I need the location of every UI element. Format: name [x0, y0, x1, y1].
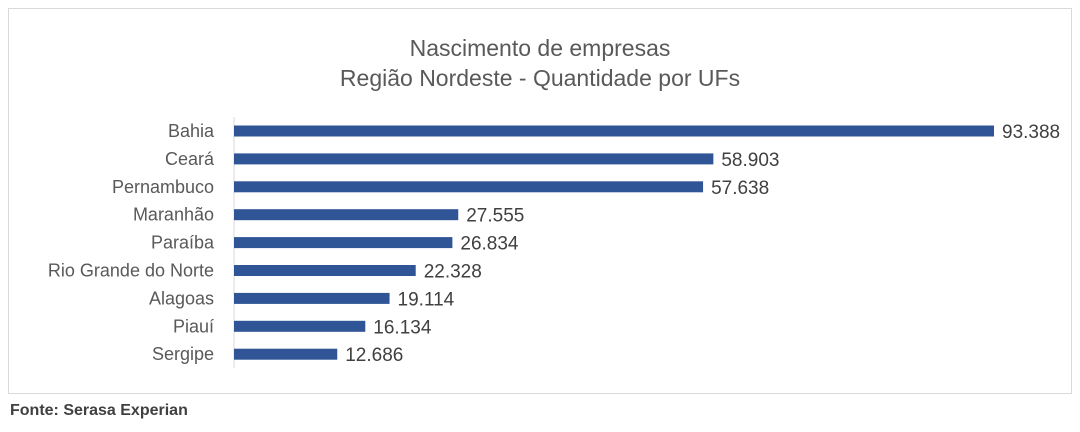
- bar: [234, 292, 390, 304]
- bar: [234, 320, 366, 332]
- bar: [234, 153, 714, 165]
- category-label: Bahia: [168, 121, 215, 141]
- category-label: Sergipe: [152, 344, 214, 364]
- data-label: 16.134: [373, 317, 432, 338]
- data-label: 22.328: [424, 262, 482, 283]
- category-label: Maranhão: [133, 205, 214, 225]
- chart-subtitle: Região Nordeste - Quantidade por UFs: [339, 65, 741, 91]
- category-label: Rio Grande do Norte: [48, 261, 214, 281]
- data-label: 12.686: [345, 345, 403, 366]
- data-label: 19.114: [398, 289, 455, 310]
- data-label: 58.903: [721, 150, 779, 171]
- data-label: 26.834: [460, 234, 519, 255]
- chart-title: Nascimento de empresas: [409, 35, 671, 61]
- bar: [234, 237, 453, 249]
- bar: [234, 209, 459, 221]
- data-label: 27.555: [466, 206, 524, 227]
- bar: [234, 181, 704, 193]
- category-label: Ceará: [165, 149, 215, 169]
- chart-frame: Nascimento de empresas Região Nordeste -…: [8, 8, 1072, 394]
- data-label: 93.388: [1002, 122, 1060, 143]
- bar: [234, 265, 416, 276]
- category-label: Alagoas: [149, 288, 214, 308]
- bar-chart: Bahia 93.388 Ceará 58.903 Pernambuco 57.638 Ma…: [48, 117, 1060, 369]
- category-label: Piauí: [173, 316, 214, 336]
- category-label: Paraíba: [151, 233, 215, 253]
- category-label: Pernambuco: [112, 177, 214, 197]
- bar: [234, 348, 338, 360]
- source-note: Fonte: Serasa Experian: [10, 402, 188, 419]
- data-label: 57.638: [711, 178, 769, 199]
- bar: [234, 125, 994, 137]
